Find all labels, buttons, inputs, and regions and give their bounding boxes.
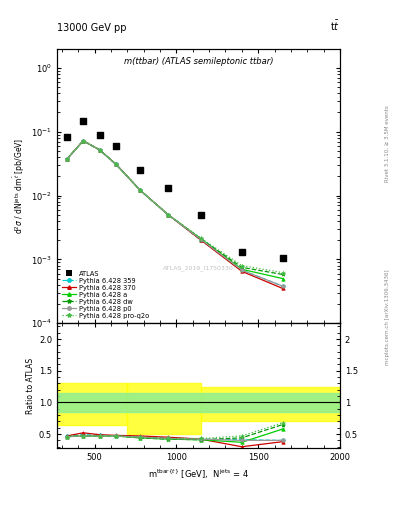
Pythia 6.428 359 (64, 156, 69, 162)
Pythia 6.428 p0 (138, 187, 143, 194)
Pythia 6.428 a (97, 147, 102, 153)
Pythia 6.428 dw (280, 271, 285, 278)
Line: Pythia 6.428 370: Pythia 6.428 370 (65, 139, 285, 290)
Pythia 6.428 359 (198, 237, 203, 243)
Pythia 6.428 pro-q2o (166, 211, 171, 218)
ATLAS (113, 142, 119, 150)
Line: Pythia 6.428 359: Pythia 6.428 359 (65, 139, 285, 288)
ATLAS (64, 133, 70, 141)
Line: Pythia 6.428 a: Pythia 6.428 a (65, 139, 285, 280)
Pythia 6.428 dw (81, 138, 86, 144)
Text: m(ttbar) (ATLAS semileptonic ttbar): m(ttbar) (ATLAS semileptonic ttbar) (124, 57, 273, 66)
Text: t$\bar{t}$: t$\bar{t}$ (330, 19, 340, 33)
Pythia 6.428 dw (114, 161, 118, 167)
Pythia 6.428 pro-q2o (239, 263, 244, 269)
Line: Pythia 6.428 p0: Pythia 6.428 p0 (65, 139, 285, 288)
ATLAS (137, 166, 143, 174)
Text: 13000 GeV pp: 13000 GeV pp (57, 23, 127, 33)
Pythia 6.428 359 (280, 283, 285, 289)
ATLAS (80, 117, 86, 125)
Pythia 6.428 a (239, 266, 244, 272)
Pythia 6.428 370 (239, 268, 244, 274)
Pythia 6.428 p0 (114, 161, 118, 167)
Pythia 6.428 a (166, 211, 171, 218)
Text: mcplots.cern.ch [arXiv:1306.3436]: mcplots.cern.ch [arXiv:1306.3436] (385, 270, 389, 365)
Pythia 6.428 pro-q2o (64, 156, 69, 162)
Pythia 6.428 370 (198, 237, 203, 243)
ATLAS (165, 184, 171, 193)
Pythia 6.428 359 (138, 187, 143, 194)
Pythia 6.428 p0 (64, 156, 69, 162)
Pythia 6.428 370 (280, 285, 285, 291)
Pythia 6.428 370 (114, 161, 118, 167)
Pythia 6.428 p0 (198, 237, 203, 243)
Line: Pythia 6.428 dw: Pythia 6.428 dw (65, 139, 285, 276)
Pythia 6.428 dw (97, 147, 102, 153)
Pythia 6.428 a (114, 161, 118, 167)
ATLAS (279, 254, 286, 262)
Pythia 6.428 dw (239, 264, 244, 270)
ATLAS (96, 131, 103, 139)
Pythia 6.428 dw (138, 187, 143, 194)
Pythia 6.428 pro-q2o (138, 187, 143, 194)
Text: Rivet 3.1.10, ≥ 3.5M events: Rivet 3.1.10, ≥ 3.5M events (385, 105, 389, 182)
Pythia 6.428 pro-q2o (280, 269, 285, 275)
Pythia 6.428 370 (64, 156, 69, 162)
Pythia 6.428 dw (198, 236, 203, 242)
Pythia 6.428 p0 (239, 267, 244, 273)
Pythia 6.428 a (81, 138, 86, 144)
Pythia 6.428 359 (97, 147, 102, 153)
Y-axis label: d$^2\sigma$ / dN$^{\rm jets}$ dm$^{\bar{t}}$ [pb/GeV]: d$^2\sigma$ / dN$^{\rm jets}$ dm$^{\bar{… (11, 138, 27, 234)
ATLAS (198, 210, 204, 219)
Pythia 6.428 370 (166, 211, 171, 218)
X-axis label: m$^{{\rm tbar}\{t\}}$ [GeV],  N$^{{\rm jets}}$ = 4: m$^{{\rm tbar}\{t\}}$ [GeV], N$^{{\rm je… (148, 467, 249, 481)
Pythia 6.428 359 (81, 138, 86, 144)
Pythia 6.428 p0 (81, 138, 86, 144)
Pythia 6.428 p0 (97, 147, 102, 153)
Pythia 6.428 370 (81, 138, 86, 144)
Pythia 6.428 p0 (280, 283, 285, 289)
Pythia 6.428 pro-q2o (114, 161, 118, 167)
Pythia 6.428 pro-q2o (97, 147, 102, 153)
Pythia 6.428 pro-q2o (198, 235, 203, 241)
Y-axis label: Ratio to ATLAS: Ratio to ATLAS (26, 357, 35, 414)
Line: Pythia 6.428 pro-q2o: Pythia 6.428 pro-q2o (65, 139, 285, 275)
Pythia 6.428 359 (166, 211, 171, 218)
Pythia 6.428 pro-q2o (81, 138, 86, 144)
Pythia 6.428 a (138, 187, 143, 194)
Pythia 6.428 a (198, 236, 203, 242)
Pythia 6.428 359 (239, 267, 244, 273)
Pythia 6.428 370 (97, 147, 102, 153)
Text: ATLAS_2019_I1750330: ATLAS_2019_I1750330 (163, 265, 234, 271)
Pythia 6.428 359 (114, 161, 118, 167)
ATLAS (239, 248, 245, 256)
Pythia 6.428 dw (166, 211, 171, 218)
Pythia 6.428 370 (138, 187, 143, 194)
Pythia 6.428 p0 (166, 211, 171, 218)
Pythia 6.428 a (64, 156, 69, 162)
Pythia 6.428 a (280, 275, 285, 282)
Legend: ATLAS, Pythia 6.428 359, Pythia 6.428 370, Pythia 6.428 a, Pythia 6.428 dw, Pyth: ATLAS, Pythia 6.428 359, Pythia 6.428 37… (60, 269, 151, 320)
Pythia 6.428 dw (64, 156, 69, 162)
